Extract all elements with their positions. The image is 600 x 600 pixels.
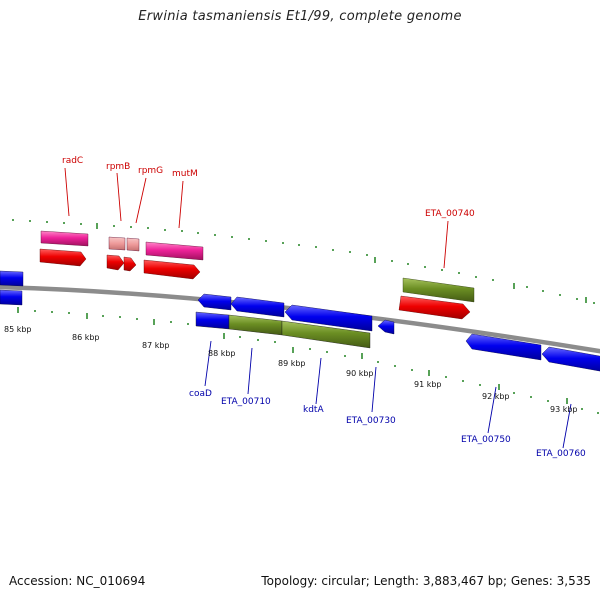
reverse-gene-row <box>195 311 371 349</box>
gene-label[interactable]: rpmB <box>106 162 130 172</box>
kbp-label: 86 kbp <box>72 333 100 342</box>
reverse-gene-labels: coaD ETA_00710 kdtA ETA_00730 ETA_00750 … <box>189 389 586 459</box>
cds-mutM[interactable] <box>143 259 201 280</box>
gene-label[interactable]: ETA_00760 <box>536 449 586 459</box>
cds-left-edge-1[interactable] <box>0 270 24 287</box>
forward-cds-row <box>39 248 471 320</box>
kbp-labels: 85 kbp 86 kbp 87 kbp 88 kbp 89 kbp 90 kb… <box>4 325 578 414</box>
kbp-label: 89 kbp <box>278 359 306 368</box>
gene-label[interactable]: ETA_00740 <box>425 209 475 219</box>
forward-gene-labels: radC rpmB rpmG mutM ETA_00740 <box>62 156 475 219</box>
cds-rpmB[interactable] <box>106 254 125 271</box>
kbp-label: 92 kbp <box>482 392 510 401</box>
cds-left-edge-2[interactable] <box>0 289 23 306</box>
gene-label[interactable]: ETA_00710 <box>221 397 271 407</box>
gene-label[interactable]: coaD <box>189 389 212 399</box>
reverse-cds-row <box>197 293 600 372</box>
gene-label[interactable]: ETA_00730 <box>346 416 396 426</box>
gene-label[interactable]: rpmG <box>138 166 163 176</box>
map-title: Erwinia tasmaniensis Et1/99, complete ge… <box>138 9 462 24</box>
topology-text: Topology: circular; Length: 3,883,467 bp… <box>261 574 591 588</box>
cds-radC[interactable] <box>39 248 87 267</box>
cds-ETA_00760[interactable] <box>541 346 600 372</box>
cds-ETA_00750[interactable] <box>465 333 542 361</box>
cds-ETA_00740[interactable] <box>398 295 471 320</box>
cds-ETA_00730[interactable] <box>377 319 395 335</box>
gene-label[interactable]: radC <box>62 156 83 166</box>
kbp-label: 88 kbp <box>208 349 236 358</box>
gene-label[interactable]: mutM <box>172 169 198 179</box>
left-edge-reverse-genes <box>0 270 24 306</box>
gene-label[interactable]: ETA_00750 <box>461 435 511 445</box>
kbp-label: 91 kbp <box>414 380 442 389</box>
kbp-label: 87 kbp <box>142 341 170 350</box>
forward-genes-row <box>40 230 204 261</box>
kbp-label: 90 kbp <box>346 369 374 378</box>
gene-rpmB[interactable] <box>108 236 126 251</box>
cds-ETA_00710[interactable] <box>230 296 285 318</box>
accession-text: Accession: NC_010694 <box>9 574 146 588</box>
gene-kdtA[interactable] <box>281 320 371 349</box>
cds-rpmG[interactable] <box>123 256 137 272</box>
reverse-label-leaders <box>204 340 572 449</box>
gene-ETA_00710[interactable] <box>228 314 283 336</box>
kbp-label: 85 kbp <box>4 325 32 334</box>
gene-label[interactable]: kdtA <box>303 405 324 415</box>
gene-ETA_00740[interactable] <box>402 277 475 303</box>
gene-radC[interactable] <box>40 230 89 247</box>
cds-kdtA[interactable] <box>284 304 373 332</box>
outer-tick-track <box>12 219 595 304</box>
forward-label-leaders <box>64 167 449 269</box>
inner-tick-track <box>17 307 599 414</box>
cds-coaD[interactable] <box>197 293 232 311</box>
gene-rpmG[interactable] <box>126 237 140 252</box>
gene-mutM[interactable] <box>145 241 204 261</box>
kbp-label: 93 kbp <box>550 405 578 414</box>
gene-coaD[interactable] <box>195 311 230 330</box>
